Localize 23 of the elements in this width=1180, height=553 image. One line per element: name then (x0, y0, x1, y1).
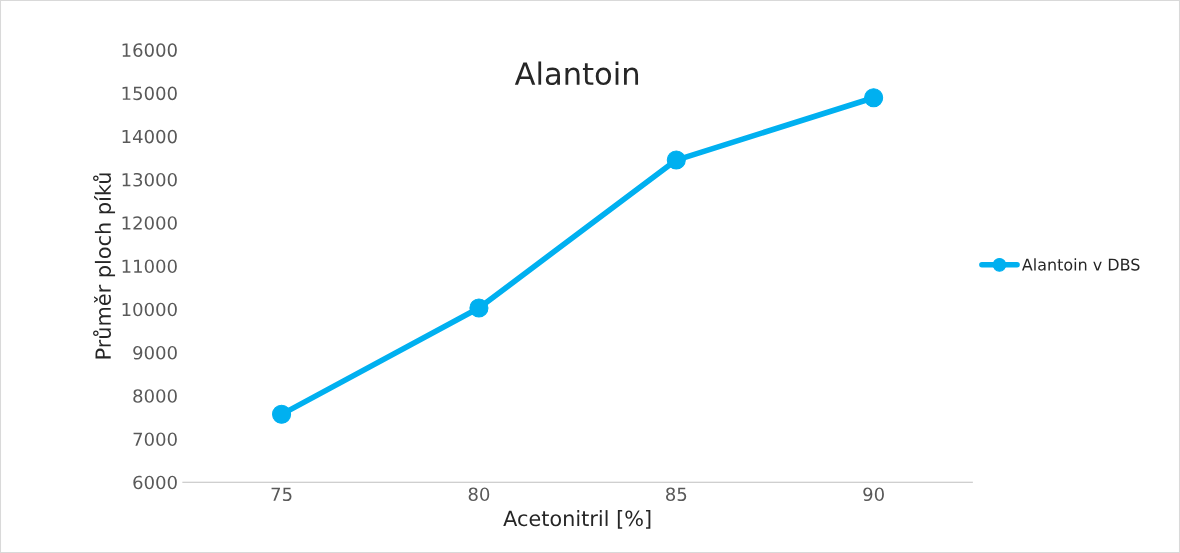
x-tick-label: 75 (271, 487, 292, 502)
y-tick-label: 13000 (122, 172, 177, 187)
y-tick-label: 14000 (122, 129, 177, 144)
legend-label: Alantoin v DBS (1021, 258, 1140, 271)
y-tick-label: 8000 (133, 389, 177, 403)
y-tick-label: 12000 (122, 216, 177, 230)
x-axis-title: Acetonitril [%] (503, 510, 651, 529)
y-tick-label: 16000 (122, 43, 177, 57)
point (864, 88, 884, 108)
y-tick-label: 7000 (133, 432, 177, 447)
x-tick-label: 90 (863, 487, 884, 502)
y-tick-label: 11000 (122, 259, 177, 274)
point (469, 298, 489, 318)
y-tick-label: 10000 (122, 302, 177, 317)
y-tick-label: 6000 (133, 475, 177, 490)
chart-title: Alantoin (514, 61, 639, 86)
point (272, 404, 292, 424)
point (666, 150, 686, 170)
y-tick-label: 9000 (133, 345, 177, 360)
x-tick-label: 80 (468, 487, 490, 502)
y-axis-title: Průměr ploch píků (93, 173, 116, 359)
y-tick-label: 15000 (122, 86, 177, 101)
x-tick-label: 85 (666, 487, 687, 502)
